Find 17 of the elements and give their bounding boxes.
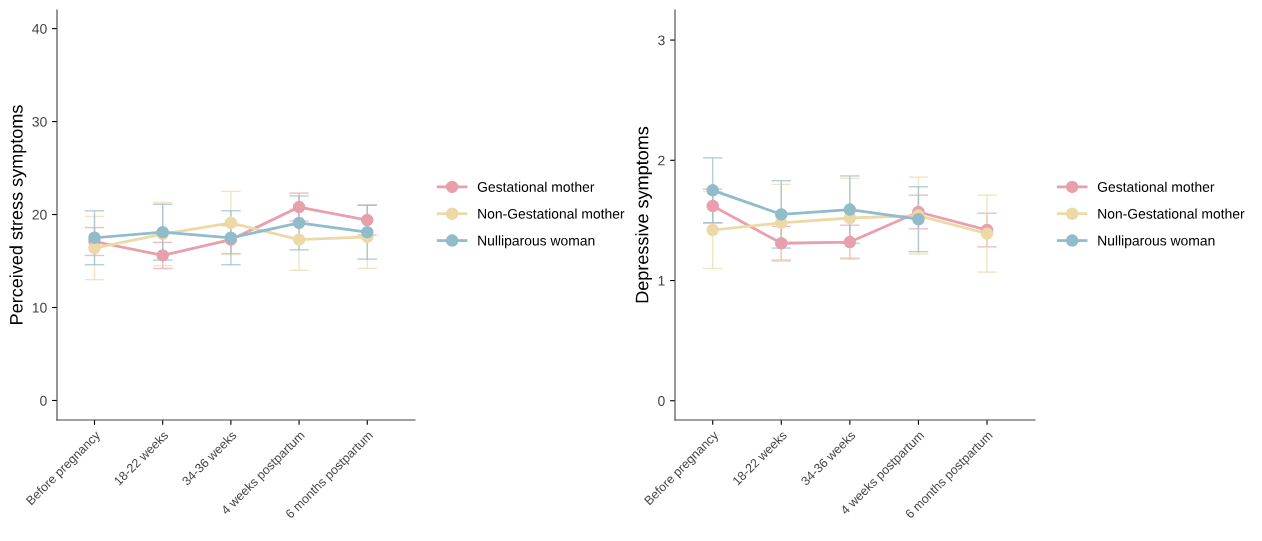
y-tick-label: 0 [40, 395, 47, 406]
y-axis-title: Depressive symptoms [635, 126, 652, 303]
y-axis-title: Perceived stress symptoms [9, 105, 27, 324]
y-tick-label: 2 [658, 155, 665, 166]
y-tick-label: 30 [32, 116, 47, 127]
y-tick-label: 3 [658, 35, 665, 46]
y-tick-label: 10 [32, 302, 47, 313]
legend-label: Non-Gestational mother [478, 208, 625, 219]
y-tick-label: 0 [658, 396, 665, 406]
y-tick-label: 20 [32, 209, 47, 220]
legend-label: Gestational mother [1097, 181, 1215, 192]
legend-label: Gestational mother [477, 181, 595, 192]
legend-label: Nulliparous woman [478, 235, 595, 249]
legend-label: Non-Gestational mother [1098, 208, 1245, 219]
y-tick-label: 40 [32, 23, 47, 34]
legend-label: Nulliparous woman [1098, 235, 1215, 249]
y-tick-label: 1 [658, 276, 665, 286]
